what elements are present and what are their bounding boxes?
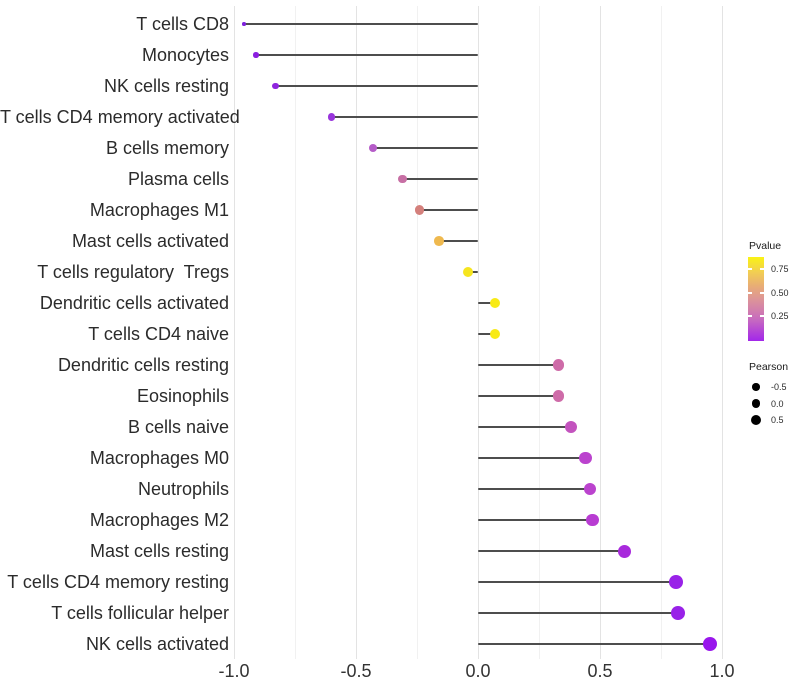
lollipop-stem: [243, 23, 478, 25]
category-label: T cells follicular helper: [51, 603, 229, 623]
pearson-legend-dot: [752, 383, 760, 391]
lollipop-stem: [478, 395, 559, 397]
grid-major-line: [233, 6, 235, 659]
grid-minor-line: [660, 6, 662, 659]
lollipop-stem: [478, 519, 593, 521]
pearson-legend-dot: [751, 415, 761, 425]
lollipop-stem: [478, 457, 586, 459]
x-tick-label: -0.5: [340, 661, 372, 681]
x-tick-label: 0.0: [465, 661, 491, 681]
lollipop-point: [397, 174, 407, 184]
colorbar-tick: [748, 268, 752, 270]
category-label: NK cells activated: [85, 634, 229, 654]
category-label: Monocytes: [141, 45, 229, 65]
pearson-legend-title: Pearson: [749, 361, 789, 373]
lollipop-stem: [478, 364, 559, 366]
pearson-legend-label: -0.5: [771, 382, 787, 392]
category-label: Macrophages M1: [89, 200, 229, 220]
category-label: Eosinophils: [136, 386, 229, 406]
category-label: T cells CD4 memory activated: [0, 107, 240, 127]
category-label: Plasma cells: [127, 169, 229, 189]
lollipop-point: [368, 143, 378, 153]
lollipop-point: [579, 451, 592, 465]
lollipop-point: [564, 421, 577, 433]
category-label: Mast cells activated: [71, 231, 229, 251]
lollipop-stem: [419, 209, 478, 211]
lollipop-stem: [478, 333, 496, 335]
x-tick-label: -1.0: [218, 661, 250, 681]
category-label: T cells CD8: [136, 14, 229, 34]
lollipop-stem: [255, 54, 478, 56]
category-label: Neutrophils: [137, 479, 229, 499]
lollipop-point: [489, 328, 501, 340]
lollipop-point: [414, 205, 425, 215]
pearson-legend-dot: [751, 399, 761, 408]
category-label: T cells CD4 memory resting: [7, 572, 229, 592]
lollipop-point: [668, 575, 683, 589]
lollipop-stem: [275, 85, 478, 87]
pvalue-tick-label: 0.75: [771, 264, 789, 274]
lollipop-point: [584, 482, 597, 496]
lollipop-point: [671, 606, 685, 620]
lollipop-point: [272, 82, 279, 90]
pvalue-tick-label: 0.50: [771, 288, 789, 298]
lollipop-point: [434, 236, 444, 246]
grid-major-line: [477, 6, 479, 659]
pearson-legend-label: 0.5: [771, 415, 784, 425]
grid-major-line: [721, 6, 723, 659]
lollipop-point: [552, 359, 565, 371]
category-label: NK cells resting: [103, 76, 229, 96]
colorbar-tick: [748, 315, 752, 317]
category-label: Mast cells resting: [89, 541, 229, 561]
colorbar-tick: [760, 315, 764, 317]
grid-major-line: [599, 6, 601, 659]
grid-minor-line: [538, 6, 540, 659]
lollipop-stem: [478, 550, 625, 552]
category-label: T cells CD4 naive: [88, 324, 229, 344]
lollipop-point: [702, 636, 718, 652]
grid-minor-line: [294, 6, 296, 659]
grid-major-line: [355, 6, 357, 659]
lollipop-stem: [468, 271, 478, 273]
colorbar-tick: [748, 292, 752, 294]
colorbar-tick: [760, 292, 764, 294]
lollipop-stem: [478, 581, 676, 583]
x-tick-label: 0.5: [587, 661, 613, 681]
lollipop-point: [489, 297, 501, 309]
lollipop-stem: [373, 147, 478, 149]
lollipop-stem: [478, 612, 679, 614]
lollipop-point: [242, 22, 246, 26]
lollipop-point: [327, 113, 336, 121]
category-label: T cells regulatory Tregs: [37, 262, 229, 282]
lollipop-point: [463, 267, 474, 277]
category-label: Dendritic cells activated: [39, 293, 229, 313]
pvalue-legend-title: Pvalue: [749, 240, 782, 252]
pvalue-colorbar: [748, 257, 764, 341]
lollipop-point: [586, 513, 599, 527]
lollipop-stem: [478, 488, 591, 490]
category-label: Macrophages M2: [89, 510, 229, 530]
category-label: B cells naive: [127, 417, 229, 437]
lollipop-stem: [331, 116, 478, 118]
lollipop-stem: [478, 426, 571, 428]
lollipop-stem: [478, 643, 710, 645]
colorbar-tick: [760, 268, 764, 270]
lollipop-point: [617, 544, 631, 558]
category-label: Dendritic cells resting: [57, 355, 229, 375]
lollipop-stem: [402, 178, 478, 180]
lollipop-stem: [438, 240, 478, 242]
lollipop-point: [552, 390, 565, 402]
category-label: B cells memory: [105, 138, 229, 158]
pvalue-tick-label: 0.25: [771, 311, 789, 321]
x-tick-label: 1.0: [709, 661, 735, 681]
lollipop-point: [253, 52, 259, 58]
category-label: Macrophages M0: [89, 448, 229, 468]
pearson-legend-label: 0.0: [771, 398, 784, 409]
lollipop-stem: [478, 302, 496, 304]
grid-minor-line: [416, 6, 418, 659]
